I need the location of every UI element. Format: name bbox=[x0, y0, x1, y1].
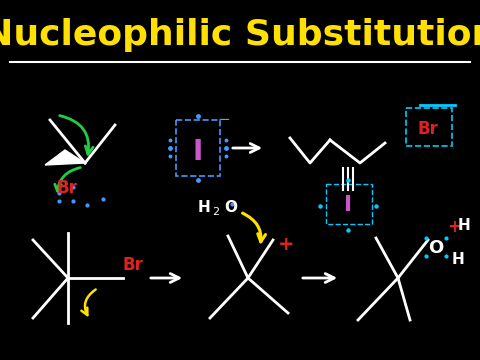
FancyArrowPatch shape bbox=[242, 213, 265, 242]
Bar bbox=[326, 184, 372, 224]
Text: −: − bbox=[217, 112, 230, 127]
Text: H: H bbox=[452, 252, 464, 267]
Bar bbox=[176, 120, 220, 176]
Text: Br: Br bbox=[418, 120, 438, 138]
Text: 2: 2 bbox=[213, 207, 219, 217]
Text: H: H bbox=[457, 218, 470, 233]
Text: Nucleophilic Substitution: Nucleophilic Substitution bbox=[0, 18, 480, 52]
FancyArrowPatch shape bbox=[81, 289, 96, 315]
Bar bbox=[406, 108, 452, 146]
Text: +: + bbox=[447, 218, 461, 236]
Polygon shape bbox=[45, 150, 85, 165]
Text: Br: Br bbox=[57, 179, 77, 197]
Text: O: O bbox=[224, 201, 237, 216]
FancyArrowPatch shape bbox=[60, 116, 93, 154]
Text: Br: Br bbox=[122, 256, 144, 274]
Text: I: I bbox=[193, 138, 203, 166]
FancyArrowPatch shape bbox=[55, 167, 80, 191]
Text: O: O bbox=[428, 239, 444, 257]
Text: H: H bbox=[197, 201, 210, 216]
Text: I: I bbox=[344, 195, 352, 215]
Text: +: + bbox=[278, 235, 294, 254]
